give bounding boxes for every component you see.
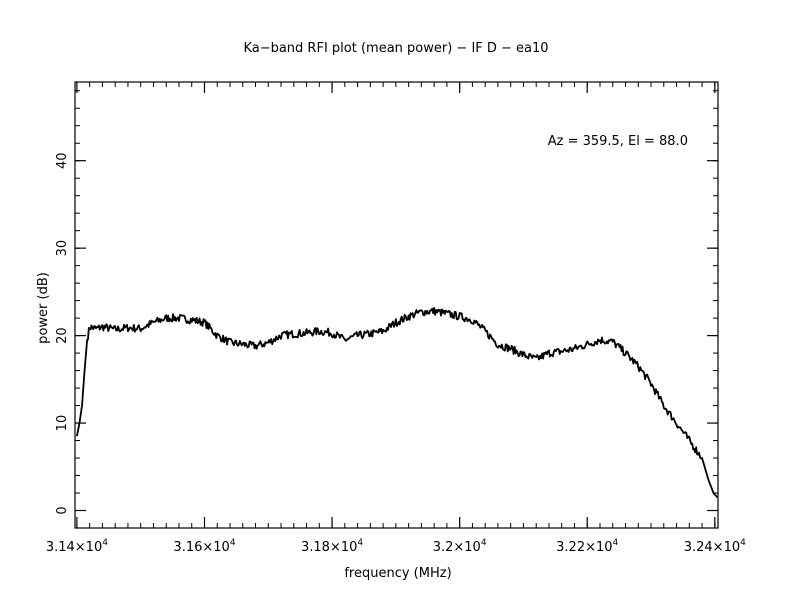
y-tick-label: 20 [55,327,70,344]
y-tick-label: 10 [55,415,70,432]
y-tick-label: 30 [55,240,70,257]
y-axis-ticks: 0 10 20 30 40 [55,152,718,515]
y-axis-label: power (dB) [36,272,51,344]
plot-area: 3.14×104 3.16×104 3.18×104 3.2×104 3.22×104 3… [46,81,746,555]
plot-frame [74,81,719,529]
x-tick-label: 3.18×104 [301,538,363,555]
x-axis-ticks: 3.14×104 3.16×104 3.18×104 3.2×104 3.22×104 3… [46,82,746,555]
y-tick-label: 40 [55,152,70,169]
x-axis-label: frequency (MHz) [344,566,451,581]
x-tick-label: 3.14×104 [46,538,108,555]
x-tick-label: 3.24×104 [684,538,746,555]
chart-title: Ka−band RFI plot (mean power) − IF D − e… [243,41,548,56]
series-line-mean-power [76,307,719,498]
x-tick-label: 3.16×104 [173,538,235,555]
y-tick-label: 0 [55,506,70,514]
x-tick-label: 3.2×104 [433,538,487,555]
x-tick-label: 3.22×104 [556,538,618,555]
az-el-annotation: Az = 359.5, El = 88.0 [548,134,688,149]
